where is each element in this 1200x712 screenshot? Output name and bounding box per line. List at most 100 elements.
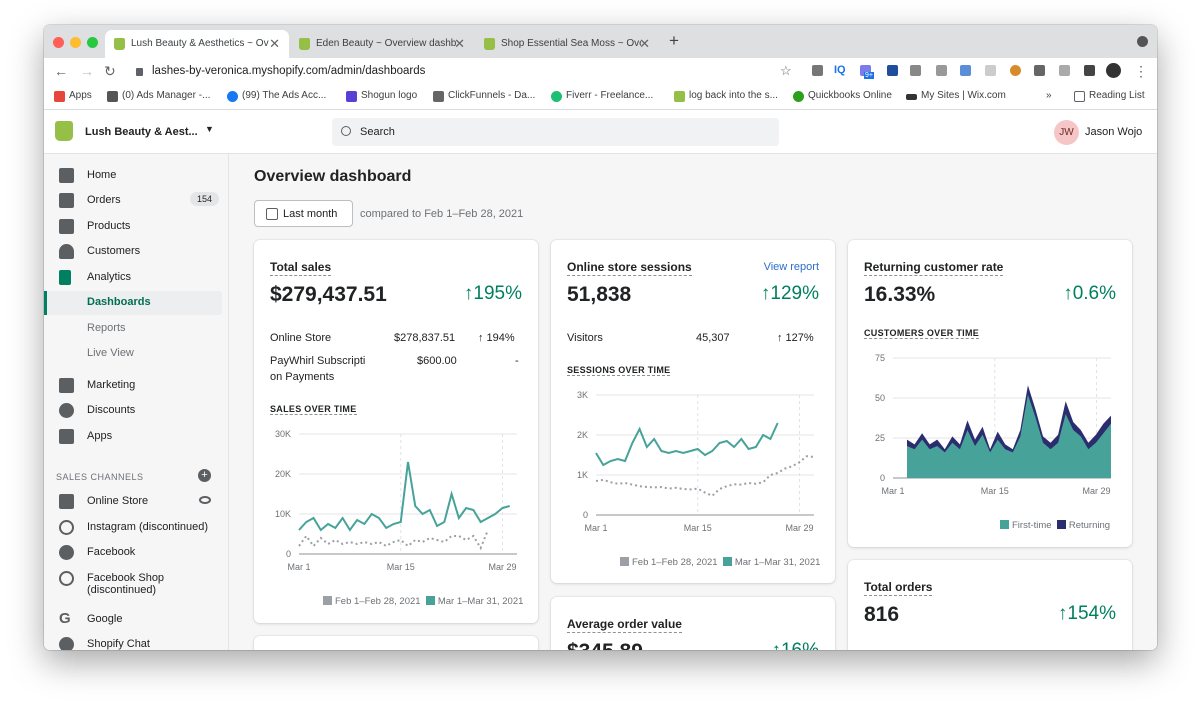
- sidebar-item-online-store[interactable]: Online Store: [44, 490, 229, 514]
- minimize-window-button[interactable]: [70, 37, 81, 48]
- extension-icon[interactable]: [910, 65, 921, 76]
- chart-title[interactable]: CUSTOMERS OVER TIME: [864, 328, 980, 339]
- browser-menu-icon[interactable]: ⋮: [1134, 63, 1148, 79]
- card-title[interactable]: Total sales: [270, 260, 332, 276]
- chart-title[interactable]: SALES OVER TIME: [270, 404, 357, 415]
- sidebar-item-discounts[interactable]: Discounts: [44, 399, 229, 423]
- puzzle-extensions-icon[interactable]: [1084, 65, 1095, 76]
- bookmark-ads-manager[interactable]: (0) Ads Manager -...: [107, 90, 210, 102]
- sidebar-item-shopify-chat[interactable]: Shopify Chat: [44, 633, 229, 650]
- card-title[interactable]: Average order value: [567, 617, 682, 633]
- tab-title: Lush Beauty & Aesthetics ~ Ov: [131, 38, 269, 49]
- forward-icon[interactable]: →: [80, 63, 94, 79]
- browser-tab[interactable]: Eden Beauty ~ Overview dashb ✕: [290, 30, 474, 58]
- browser-tab-active[interactable]: Lush Beauty & Aesthetics ~ Ov ✕: [105, 30, 289, 58]
- blocked-icon: [59, 571, 74, 586]
- sidebar-item-google[interactable]: G Google: [59, 610, 123, 627]
- sidebar-item-analytics[interactable]: Analytics: [44, 266, 229, 290]
- sidebar-item-marketing[interactable]: Marketing: [44, 374, 229, 398]
- bookmark-ads-account[interactable]: (99) The Ads Acc...: [227, 90, 326, 102]
- camera-extension-icon[interactable]: [1034, 65, 1045, 76]
- extension-icon[interactable]: [936, 65, 947, 76]
- tab-close-icon[interactable]: ✕: [269, 36, 280, 51]
- bookmark-wix[interactable]: My Sites | Wix.com: [906, 90, 1006, 101]
- sidebar-item-instagram[interactable]: Instagram (discontinued): [44, 516, 229, 540]
- sidebar-item-facebook[interactable]: Facebook: [44, 541, 229, 565]
- bookmark-star-icon[interactable]: ☆: [780, 63, 792, 78]
- sidebar-item-orders[interactable]: Orders 154: [44, 189, 229, 213]
- sidebar-item-products[interactable]: Products: [44, 215, 229, 239]
- search-input[interactable]: Search: [332, 118, 779, 146]
- profile-avatar-icon[interactable]: [1106, 63, 1121, 78]
- partial-card: [254, 636, 538, 650]
- tab-search-icon[interactable]: [1137, 36, 1148, 47]
- extension-icon[interactable]: [1059, 65, 1070, 76]
- sidebar-item-live-view[interactable]: Live View: [87, 347, 134, 359]
- bookmark-apps[interactable]: Apps: [54, 90, 92, 102]
- legend-swatch: [323, 596, 332, 605]
- reload-icon[interactable]: ↻: [104, 63, 116, 79]
- zoom-window-button[interactable]: [87, 37, 98, 48]
- address-bar-row: ← → ↻ lashes-by-veronica.myshopify.com/a…: [44, 58, 1157, 87]
- extension-icon[interactable]: [887, 65, 898, 76]
- bookmark-quickbooks[interactable]: Quickbooks Online: [793, 90, 892, 102]
- bookmark-clickfunnels[interactable]: ClickFunnels - Da...: [433, 90, 535, 102]
- reading-list-button[interactable]: Reading List: [1074, 90, 1145, 102]
- sessions-over-time-chart: 0 1K 2K 3K Mar 1 Mar 15 Mar 29: [577, 390, 815, 533]
- series-line-previous: [298, 529, 489, 551]
- total-orders-value: 816: [864, 603, 900, 626]
- url-text: lashes-by-veronica.myshopify.com/admin/d…: [152, 65, 426, 77]
- sidebar-item-reports[interactable]: Reports: [87, 322, 126, 334]
- sidebar-item-customers[interactable]: Customers: [44, 240, 229, 264]
- close-window-button[interactable]: [53, 37, 64, 48]
- row-label: PayWhirl Subscripti: [270, 355, 366, 367]
- view-report-link[interactable]: View report: [763, 261, 819, 273]
- extension-icon[interactable]: [812, 65, 823, 76]
- back-icon[interactable]: ←: [54, 63, 68, 79]
- chart-legend: Feb 1–Feb 28, 2021 Mar 1–Mar 31, 2021: [620, 557, 820, 568]
- card-title[interactable]: Total orders: [864, 580, 933, 596]
- tab-close-icon[interactable]: ✕: [639, 36, 650, 51]
- store-switcher[interactable]: Lush Beauty & Aest...: [85, 126, 198, 138]
- tab-close-icon[interactable]: ✕: [454, 36, 465, 51]
- extension-icon[interactable]: [985, 65, 996, 76]
- sidebar: Home Orders 154 Products Customers Analyt…: [44, 154, 229, 650]
- new-tab-button[interactable]: +: [669, 31, 679, 50]
- chevron-down-icon[interactable]: ▼: [205, 124, 214, 134]
- extension-icon[interactable]: [960, 65, 971, 76]
- bookmarks-bar: Apps (0) Ads Manager -... (99) The Ads A…: [44, 87, 1157, 110]
- analytics-icon: [59, 270, 71, 285]
- sidebar-item-facebook-shop[interactable]: Facebook Shop (discontinued): [44, 567, 229, 601]
- x-tick-label: Mar 29: [1082, 486, 1110, 496]
- sidebar-item-home[interactable]: Home: [44, 164, 229, 188]
- bookmark-log-back[interactable]: log back into the s...: [674, 90, 778, 102]
- bookmark-shogun[interactable]: Shogun logo: [346, 90, 417, 102]
- extension-icon[interactable]: 9+: [860, 65, 874, 79]
- date-range-button[interactable]: Last month: [254, 200, 353, 227]
- add-sales-channel-button[interactable]: +: [198, 469, 211, 482]
- sidebar-item-apps[interactable]: Apps: [44, 425, 229, 449]
- url-field[interactable]: lashes-by-veronica.myshopify.com/admin/d…: [130, 62, 802, 82]
- chart-title[interactable]: SESSIONS OVER TIME: [567, 365, 671, 376]
- bookmarks-overflow-button[interactable]: »: [1046, 90, 1052, 101]
- y-tick-label: 2K: [577, 430, 588, 440]
- y-tick-label: 1K: [577, 470, 588, 480]
- browser-tab[interactable]: Shop Essential Sea Moss ~ Ove ✕: [475, 30, 659, 58]
- bookmark-fiverr[interactable]: Fiverr - Freelance...: [551, 90, 653, 102]
- x-tick-label: Mar 29: [785, 523, 813, 533]
- iq-extension-icon[interactable]: IQ: [834, 64, 846, 76]
- apps-icon: [59, 429, 74, 444]
- cookie-extension-icon[interactable]: [1010, 65, 1021, 76]
- person-icon: [59, 244, 74, 259]
- view-store-eye-icon[interactable]: [199, 496, 211, 504]
- user-avatar[interactable]: JW: [1054, 120, 1079, 145]
- tag-icon: [59, 219, 74, 234]
- card-title[interactable]: Returning customer rate: [864, 260, 1004, 276]
- card-title[interactable]: Online store sessions: [567, 260, 692, 276]
- shopify-logo-icon: [55, 121, 73, 141]
- shopify-favicon-icon: [114, 38, 125, 50]
- sidebar-item-dashboards[interactable]: Dashboards: [44, 291, 222, 315]
- y-tick-label: 75: [875, 353, 885, 363]
- user-name[interactable]: Jason Wojo: [1085, 126, 1143, 138]
- orders-icon: [59, 193, 74, 208]
